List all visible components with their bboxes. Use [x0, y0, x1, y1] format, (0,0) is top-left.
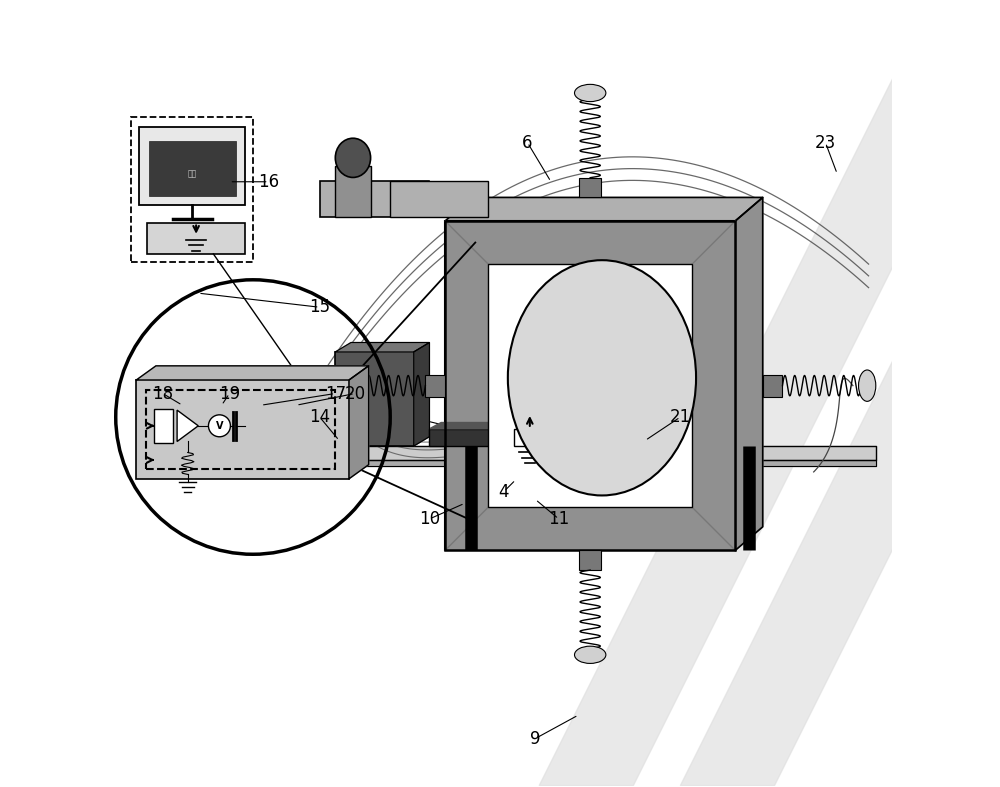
Polygon shape	[414, 342, 429, 446]
Text: 11: 11	[548, 510, 569, 528]
Polygon shape	[335, 342, 429, 352]
Polygon shape	[503, 364, 585, 371]
Ellipse shape	[859, 370, 876, 401]
Bar	[597, 371, 668, 394]
Bar	[136, 380, 349, 478]
Ellipse shape	[575, 84, 606, 102]
Bar	[500, 423, 571, 446]
Bar	[139, 127, 245, 205]
Text: 电脑: 电脑	[188, 169, 197, 179]
Bar	[445, 221, 735, 264]
Bar	[425, 375, 445, 397]
Polygon shape	[177, 410, 198, 442]
Text: 18: 18	[152, 385, 173, 402]
Text: 20: 20	[344, 385, 365, 402]
Bar	[335, 166, 371, 216]
Text: 16: 16	[258, 173, 279, 190]
Ellipse shape	[508, 260, 696, 496]
Polygon shape	[429, 423, 512, 429]
Polygon shape	[594, 416, 676, 423]
Bar	[445, 221, 735, 550]
Bar	[692, 221, 735, 550]
Polygon shape	[349, 366, 369, 478]
Bar	[763, 375, 782, 397]
Bar	[335, 352, 414, 446]
Text: 19: 19	[219, 385, 240, 402]
Bar	[131, 117, 253, 262]
Polygon shape	[597, 364, 680, 371]
Bar	[146, 390, 335, 469]
Text: 6: 6	[522, 134, 533, 152]
Bar	[320, 181, 429, 216]
Polygon shape	[500, 416, 582, 423]
Polygon shape	[539, 2, 1000, 785]
Bar	[488, 264, 692, 507]
Polygon shape	[327, 446, 876, 460]
Text: 4: 4	[499, 482, 509, 501]
Polygon shape	[735, 198, 763, 550]
Text: V: V	[216, 421, 223, 430]
Text: 17: 17	[325, 385, 346, 402]
Polygon shape	[445, 198, 763, 221]
Bar	[429, 429, 500, 446]
Polygon shape	[502, 390, 584, 397]
Ellipse shape	[575, 646, 606, 663]
Bar	[514, 429, 545, 446]
Bar	[596, 397, 666, 420]
Text: 15: 15	[309, 298, 330, 316]
Polygon shape	[136, 366, 369, 380]
Ellipse shape	[208, 415, 230, 437]
Text: 9: 9	[530, 730, 541, 748]
Bar	[149, 141, 236, 196]
Bar	[579, 550, 601, 570]
Ellipse shape	[332, 370, 349, 401]
Bar	[445, 221, 735, 550]
Bar	[154, 408, 173, 443]
Polygon shape	[596, 390, 678, 397]
Bar	[147, 223, 245, 254]
Bar	[445, 507, 735, 550]
Bar	[503, 371, 574, 394]
Bar	[594, 423, 665, 446]
Polygon shape	[680, 2, 1000, 785]
Bar	[502, 397, 572, 420]
Text: 10: 10	[419, 510, 440, 528]
Polygon shape	[327, 460, 876, 467]
Bar	[445, 221, 488, 550]
Ellipse shape	[335, 139, 371, 177]
Bar	[390, 181, 488, 216]
Text: 14: 14	[309, 408, 330, 426]
Bar	[579, 178, 601, 198]
Text: 23: 23	[815, 134, 836, 152]
Text: 21: 21	[670, 408, 691, 426]
